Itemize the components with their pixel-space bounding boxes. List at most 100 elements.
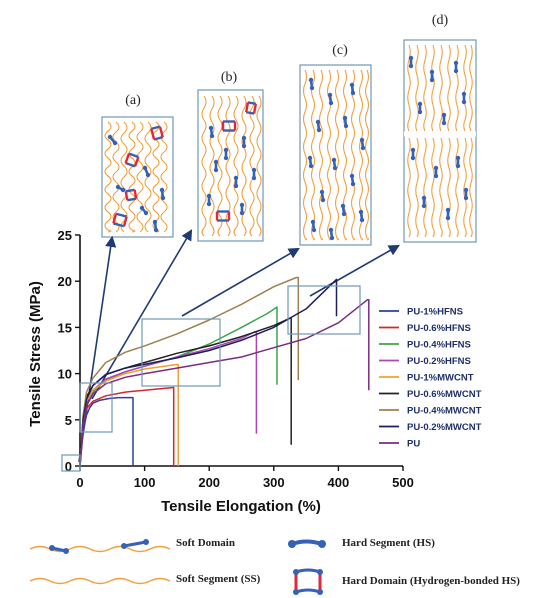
y-tick-label: 20 xyxy=(58,274,72,289)
key-soft-domain-hs-2 xyxy=(121,539,149,549)
soft-segment-chain xyxy=(439,137,443,238)
hydrogen-bond xyxy=(150,128,156,140)
hard-segment-end xyxy=(206,201,212,207)
hard-segment-end xyxy=(209,133,215,139)
panel-molecular-art xyxy=(104,44,473,241)
schematic-key: Soft Domain Soft Segment (SS) Hard Segme… xyxy=(29,537,520,595)
soft-segment-chain xyxy=(302,69,308,241)
legend-label: PU-0.4%HFNS xyxy=(407,340,471,351)
hard-domain-hs xyxy=(245,111,255,115)
hydrogen-bond xyxy=(245,102,250,113)
soft-segment-chain xyxy=(431,44,435,132)
hard-segment-end xyxy=(308,163,314,169)
hard-domain-hs xyxy=(125,188,135,193)
hard-segment-end xyxy=(213,167,219,173)
series-line-8 xyxy=(79,278,338,467)
hard-domain xyxy=(221,120,237,132)
soft-segment-chain xyxy=(249,95,255,237)
hard-domain-hs xyxy=(127,197,137,202)
soft-segment-chain xyxy=(334,69,340,241)
schematic-panels: (a) (b) (c) (d) xyxy=(101,13,477,246)
panel-b-art xyxy=(201,95,262,237)
legend-label: PU xyxy=(407,439,420,450)
hard-segment-end xyxy=(453,68,459,74)
series-line-5 xyxy=(79,363,179,467)
hard-segment-end xyxy=(112,140,118,146)
hydrogen-bond xyxy=(112,213,118,224)
hard-domain-hs xyxy=(115,212,127,218)
hard-segment-end xyxy=(417,101,423,107)
panel-label-c: (c) xyxy=(332,43,348,58)
hard-segment-end xyxy=(142,165,148,171)
hard-segment-end xyxy=(343,123,349,129)
hydrogen-bond xyxy=(133,189,138,199)
legend-label: PU-0.6%MWCNT xyxy=(407,389,482,400)
hard-segment-end xyxy=(208,125,214,131)
hard-segment-end xyxy=(223,155,229,161)
hard-segment-end xyxy=(350,181,356,187)
hard-segment-end xyxy=(358,209,364,215)
hard-segment-end xyxy=(417,109,423,115)
soft-segment-chain xyxy=(152,121,160,233)
legend-label: PU-0.6%HFNS xyxy=(407,323,471,334)
hard-domain-hs xyxy=(113,222,125,228)
hard-segment-end xyxy=(360,145,366,151)
hard-segment-end xyxy=(327,92,333,98)
hard-segment-end xyxy=(421,195,427,201)
hard-segment-end xyxy=(463,187,469,193)
highlight-box-break xyxy=(287,285,361,335)
x-tick-label: 300 xyxy=(263,475,285,490)
hard-segment-end xyxy=(143,210,149,216)
hard-domain-hs xyxy=(150,125,161,131)
hard-segment-end xyxy=(441,112,447,118)
legend-label: PU-0.2%MWCNT xyxy=(407,422,482,433)
panel-d-box xyxy=(403,39,477,243)
hard-domain-hs xyxy=(153,135,164,141)
hard-domain-hs xyxy=(247,101,257,105)
hard-segment-end xyxy=(445,207,451,213)
key-hard-segment-label: Hard Segment (HS) xyxy=(342,537,435,549)
key-soft-domain-label: Soft Domain xyxy=(176,537,235,549)
legend-label: PU-1%HFNS xyxy=(407,307,463,318)
key-soft-segment-label: Soft Segment (SS) xyxy=(176,573,261,585)
hard-segment-end xyxy=(320,197,326,203)
hard-segment-end xyxy=(349,82,355,88)
soft-segment-chain xyxy=(256,95,262,237)
hard-segment-end xyxy=(159,187,165,193)
soft-segment-chain xyxy=(160,121,168,233)
chart-series xyxy=(79,276,370,467)
hard-segment-end xyxy=(315,119,321,125)
hard-segment-end xyxy=(309,85,315,91)
y-tick-label: 15 xyxy=(58,320,72,335)
y-tick-label: 25 xyxy=(58,228,72,243)
hard-segment-end xyxy=(410,147,416,153)
highlight-boxes xyxy=(61,285,361,472)
hard-segment-end xyxy=(251,175,257,181)
x-tick-label: 100 xyxy=(134,475,156,490)
panel-c-art xyxy=(302,69,370,241)
hydrogen-bond xyxy=(122,216,128,227)
hard-domain-hs xyxy=(128,152,139,159)
hard-segment-end xyxy=(455,155,461,161)
chart-axes: 0 100 200 300 400 500 0 5 10 15 20 25 xyxy=(58,228,414,490)
x-tick-label: 200 xyxy=(198,475,220,490)
soft-segment-chain xyxy=(358,69,364,241)
hard-segment-end xyxy=(328,227,334,233)
hard-segment-end xyxy=(433,165,439,171)
series-line-2 xyxy=(79,386,175,467)
soft-segment-chain xyxy=(233,95,239,237)
hard-segment-end xyxy=(341,211,347,217)
soft-segment-chain xyxy=(407,44,411,132)
transition-arrows xyxy=(78,229,400,463)
hard-segment-end xyxy=(408,63,414,69)
highlight-box-origin xyxy=(61,454,81,472)
highlight-box-plateau xyxy=(141,318,221,387)
y-tick-label: 10 xyxy=(58,367,72,382)
panel-label-a: (a) xyxy=(125,93,141,108)
hard-segment-end xyxy=(340,203,346,209)
key-soft-segment-chain xyxy=(29,577,171,585)
hard-segment-end xyxy=(329,235,335,241)
soft-segment-chain xyxy=(342,69,348,241)
key-hard-domain-label: Hard Domain (Hydrogen-bonded HS) xyxy=(342,575,520,587)
